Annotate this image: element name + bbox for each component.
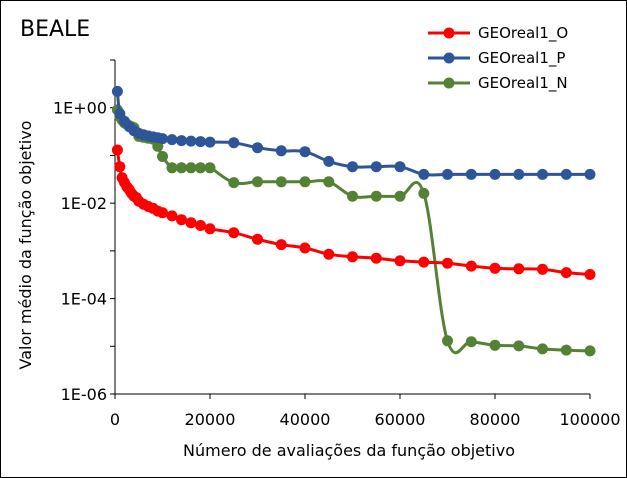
- y-tick-label: 1E-04: [61, 290, 107, 309]
- data-point: [584, 269, 596, 280]
- data-point: [584, 168, 596, 180]
- data-point: [560, 168, 572, 180]
- series-georeal1-o: [111, 144, 596, 280]
- data-point: [299, 176, 311, 188]
- data-point: [394, 161, 406, 173]
- data-point: [228, 137, 240, 149]
- data-point: [228, 227, 240, 239]
- data-point: [347, 251, 358, 263]
- data-point: [195, 136, 206, 148]
- series-layer: [111, 85, 596, 357]
- axes: 1E-06 1E-04 1E-02 1E+00 0 20000 40000 60000 8000…: [53, 59, 621, 429]
- x-tick-label: 20000: [185, 410, 236, 429]
- data-point: [489, 339, 501, 351]
- data-point: [275, 239, 287, 251]
- data-point: [114, 161, 126, 173]
- data-point: [513, 168, 525, 180]
- data-point: [195, 220, 206, 231]
- data-point: [323, 155, 335, 167]
- data-point: [370, 190, 382, 202]
- series-georeal1-p: [111, 85, 596, 180]
- data-point: [111, 144, 123, 156]
- data-point: [204, 162, 216, 174]
- data-point: [166, 134, 178, 146]
- y-tick-label: 1E+00: [53, 99, 107, 118]
- y-tick-label: 1E-02: [61, 194, 107, 213]
- data-point: [166, 162, 178, 174]
- data-point: [418, 187, 430, 199]
- data-point: [166, 210, 178, 222]
- data-point: [347, 190, 358, 202]
- data-point: [299, 242, 311, 254]
- legend-label: GEOreal1_P: [478, 49, 565, 68]
- data-point: [347, 161, 358, 173]
- data-point: [323, 176, 335, 188]
- data-point: [157, 151, 168, 162]
- legend-label: GEOreal1_O: [478, 24, 568, 43]
- x-tick-label: 40000: [280, 410, 331, 429]
- data-point: [442, 257, 453, 269]
- data-point: [465, 336, 477, 348]
- data-point: [537, 263, 548, 275]
- data-point: [489, 168, 501, 180]
- data-point: [204, 223, 216, 235]
- x-tick-label: 60000: [375, 410, 426, 429]
- data-point: [584, 345, 596, 357]
- data-point: [252, 142, 263, 154]
- data-point: [185, 217, 197, 229]
- legend-swatch-marker: [443, 77, 455, 89]
- x-tick-label: 80000: [470, 410, 521, 429]
- data-point: [513, 263, 525, 275]
- data-point: [394, 255, 406, 267]
- data-point: [299, 146, 311, 158]
- data-point: [442, 335, 453, 347]
- data-point: [418, 168, 430, 180]
- data-point: [489, 262, 501, 274]
- data-point: [185, 135, 197, 147]
- data-point: [252, 233, 263, 245]
- data-point: [157, 133, 168, 145]
- chart-title: BEALE: [20, 17, 90, 42]
- data-point: [537, 343, 548, 355]
- data-point: [442, 168, 453, 180]
- legend-item-georeal1-n: GEOreal1_N: [428, 74, 568, 93]
- data-point: [394, 190, 406, 202]
- data-point: [157, 207, 168, 219]
- data-point: [560, 267, 572, 279]
- legend-item-georeal1-p: GEOreal1_P: [428, 49, 565, 68]
- data-point: [195, 162, 206, 174]
- data-point: [204, 136, 216, 148]
- data-point: [275, 145, 287, 157]
- data-point: [513, 340, 525, 352]
- data-point: [111, 85, 123, 97]
- data-point: [418, 256, 430, 268]
- legend: GEOreal1_O GEOreal1_P GEOreal1_N: [428, 24, 568, 93]
- data-point: [228, 177, 240, 189]
- legend-swatch-marker: [443, 27, 455, 39]
- data-point: [185, 162, 197, 174]
- data-point: [465, 260, 477, 272]
- x-tick-label: 0: [110, 410, 120, 429]
- y-axis-label: Valor médio da função objetivo: [16, 121, 35, 370]
- data-point: [323, 248, 335, 260]
- legend-swatch-marker: [443, 52, 455, 64]
- legend-item-georeal1-o: GEOreal1_O: [428, 24, 568, 43]
- data-point: [176, 214, 187, 226]
- data-point: [176, 135, 187, 147]
- data-point: [465, 168, 477, 180]
- y-tick-label: 1E-06: [61, 385, 107, 404]
- x-tick-label: 100000: [559, 410, 620, 429]
- data-point: [275, 176, 287, 188]
- data-point: [370, 161, 382, 173]
- legend-label: GEOreal1_N: [478, 74, 568, 93]
- data-point: [560, 344, 572, 356]
- data-point: [252, 176, 263, 188]
- data-point: [537, 168, 548, 180]
- x-axis-label: Número de avaliações da função objetivo: [183, 441, 515, 460]
- series-line-georeal1-n: [115, 109, 591, 355]
- data-point: [176, 162, 187, 174]
- data-point: [370, 252, 382, 264]
